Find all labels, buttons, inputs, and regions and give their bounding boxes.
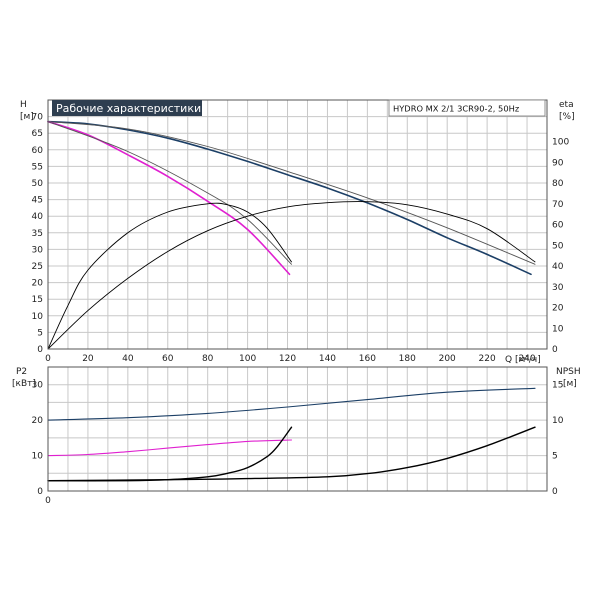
h-tick-label: 40 (32, 212, 44, 222)
h-tick-label: 50 (32, 179, 44, 189)
eta-tick-label: 100 (552, 138, 569, 148)
x-tick-label: 120 (279, 354, 296, 364)
x-tick-label: 40 (122, 354, 134, 364)
x-tick-label: 240 (518, 354, 535, 364)
eta-tick-label: 20 (552, 304, 564, 314)
h-tick-label: 45 (32, 196, 43, 206)
eta-tick-label: 70 (552, 200, 564, 210)
npsh-axis-unit: [м] (563, 379, 577, 389)
x-tick-label: 160 (359, 354, 376, 364)
p2-tick-label: 30 (32, 381, 44, 391)
h-tick-label: 70 (32, 113, 44, 123)
eta-axis-label: eta (559, 100, 574, 110)
top-chart-frame (47, 99, 548, 350)
series-P2-single (47, 439, 293, 457)
bottom-chart-series (47, 387, 536, 482)
model-box (388, 99, 546, 117)
x-tick-label: 100 (239, 354, 256, 364)
h-tick-label: 0 (37, 345, 43, 355)
npsh-tick-label: 0 (552, 487, 558, 497)
p2-axis-label: P2 (16, 367, 27, 377)
model-label: HYDRO MX 2/1 3CR90-2, 50Hz (393, 104, 519, 114)
x-tick-label: 220 (479, 354, 496, 364)
bottom-chart-frame (47, 366, 548, 492)
h-axis-unit: [м] (20, 112, 34, 122)
series-NPSH-single (47, 426, 293, 482)
series-eta-single (47, 202, 292, 350)
series-H-single-upper (47, 121, 292, 265)
x-tick-label: 140 (319, 354, 336, 364)
h-tick-label: 10 (32, 312, 44, 322)
eta-tick-label: 10 (552, 324, 564, 334)
h-tick-label: 55 (32, 162, 43, 172)
h-axis-label: H (20, 100, 27, 110)
eta-tick-label: 50 (552, 241, 564, 251)
chart-title: Рабочие характеристики (56, 102, 201, 115)
npsh-tick-label: 5 (552, 452, 558, 462)
eta-tick-label: 60 (552, 221, 564, 231)
x-tick-label: 60 (162, 354, 174, 364)
npsh-axis-label: NPSH (556, 367, 581, 377)
bottom-chart-grid (48, 367, 547, 491)
title-background (52, 100, 202, 116)
p2-tick-label: 0 (37, 487, 43, 497)
eta-tick-label: 30 (552, 283, 564, 293)
series-P2-total (47, 387, 536, 421)
x-tick-label: 20 (82, 354, 94, 364)
h-tick-label: 5 (37, 328, 43, 338)
x-tick-label: 80 (202, 354, 214, 364)
x-tick-label: 180 (399, 354, 416, 364)
series-eta-total (47, 201, 536, 350)
q-axis-label: Q [м³/ч] (505, 355, 541, 365)
h-tick-label: 15 (32, 295, 43, 305)
top-chart-ticks: 0 20 40 60 80 100 120 140 160 180 200 220 2400510152… (32, 113, 570, 364)
h-tick-label: 30 (32, 245, 44, 255)
series-NPSH-total (47, 426, 536, 482)
top-chart-series (47, 120, 536, 350)
p2-tick-label: 10 (32, 452, 44, 462)
x-tick-label: 0 (45, 354, 51, 364)
eta-tick-label: 40 (552, 262, 564, 272)
top-chart-grid (48, 100, 547, 349)
series-H-total-upper (47, 121, 536, 265)
npsh-tick-label: 15 (552, 381, 563, 391)
npsh-tick-label: 10 (552, 416, 564, 426)
h-tick-label: 20 (32, 279, 44, 289)
eta-tick-label: 0 (552, 345, 558, 355)
p2-tick-label: 20 (32, 416, 44, 426)
h-tick-label: 60 (32, 146, 44, 156)
h-tick-label: 65 (32, 129, 43, 139)
x-tick-label: 200 (439, 354, 456, 364)
eta-tick-label: 90 (552, 158, 564, 168)
h-tick-label: 35 (32, 229, 43, 239)
series-H-total (47, 120, 532, 276)
eta-axis-unit: [%] (559, 112, 575, 122)
x-tick-label: 0 (45, 496, 51, 506)
h-tick-label: 25 (32, 262, 43, 272)
p2-axis-unit: [кВт] (12, 379, 36, 389)
series-H-single (47, 120, 291, 276)
eta-tick-label: 80 (552, 179, 564, 189)
